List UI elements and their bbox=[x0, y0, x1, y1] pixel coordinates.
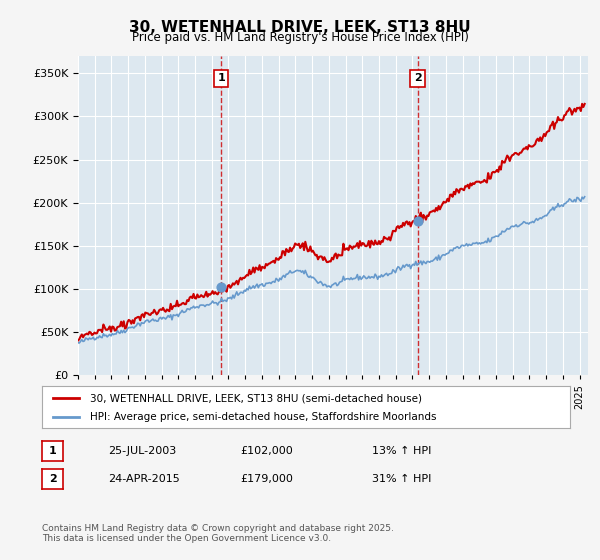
Text: 30, WETENHALL DRIVE, LEEK, ST13 8HU: 30, WETENHALL DRIVE, LEEK, ST13 8HU bbox=[129, 20, 471, 35]
Text: 2: 2 bbox=[49, 474, 56, 484]
Point bbox=[413, 216, 422, 225]
Text: £179,000: £179,000 bbox=[240, 474, 293, 484]
Text: 25-JUL-2003: 25-JUL-2003 bbox=[108, 446, 176, 456]
Text: 1: 1 bbox=[49, 446, 56, 456]
Point bbox=[217, 283, 226, 292]
Text: 13% ↑ HPI: 13% ↑ HPI bbox=[372, 446, 431, 456]
Text: £102,000: £102,000 bbox=[240, 446, 293, 456]
Text: 1: 1 bbox=[217, 73, 225, 83]
Text: 31% ↑ HPI: 31% ↑ HPI bbox=[372, 474, 431, 484]
Text: 30, WETENHALL DRIVE, LEEK, ST13 8HU (semi-detached house): 30, WETENHALL DRIVE, LEEK, ST13 8HU (sem… bbox=[89, 393, 422, 403]
Text: Price paid vs. HM Land Registry's House Price Index (HPI): Price paid vs. HM Land Registry's House … bbox=[131, 31, 469, 44]
Text: Contains HM Land Registry data © Crown copyright and database right 2025.
This d: Contains HM Land Registry data © Crown c… bbox=[42, 524, 394, 543]
Text: HPI: Average price, semi-detached house, Staffordshire Moorlands: HPI: Average price, semi-detached house,… bbox=[89, 412, 436, 422]
Text: 2: 2 bbox=[414, 73, 421, 83]
Text: 24-APR-2015: 24-APR-2015 bbox=[108, 474, 180, 484]
